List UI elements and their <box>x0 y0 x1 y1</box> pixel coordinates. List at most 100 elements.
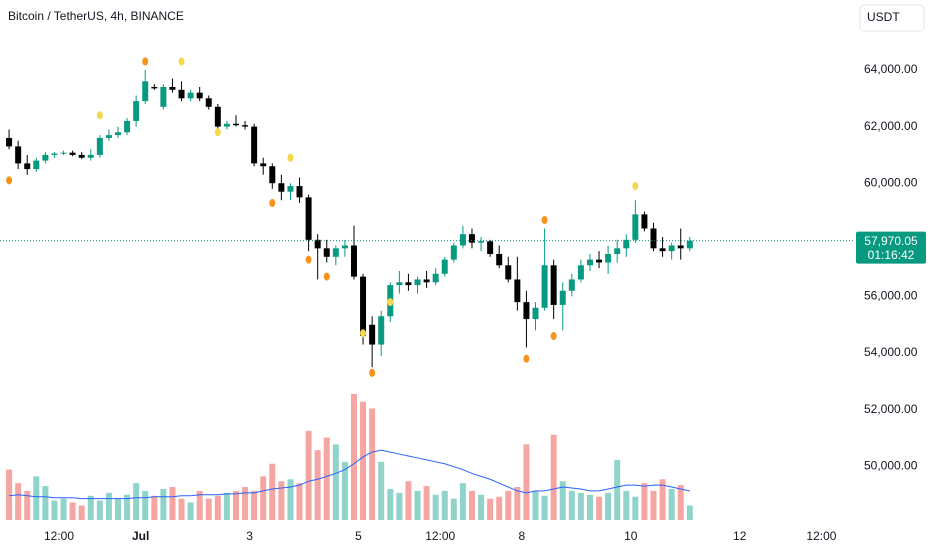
x-tick-label: 12:00 <box>806 529 836 543</box>
volume-bar <box>568 490 575 520</box>
candle-body <box>332 248 339 257</box>
candle-body <box>605 253 612 263</box>
y-tick-label: 52,000.00 <box>864 402 918 416</box>
signal-marker <box>360 329 367 338</box>
candle-body <box>242 125 249 127</box>
volume-bar <box>396 492 403 520</box>
volume-bar <box>114 498 121 520</box>
candle-body <box>78 154 85 158</box>
x-tick-label: 8 <box>519 529 526 543</box>
signal-marker <box>305 255 312 264</box>
candle-body <box>577 265 584 280</box>
volume-bar <box>332 444 339 520</box>
candle-body <box>51 153 58 155</box>
volume-bar <box>232 490 239 520</box>
volume-bar <box>641 483 648 520</box>
x-tick-label: 12:00 <box>44 529 74 543</box>
x-tick-label: 3 <box>246 529 253 543</box>
volume-bar <box>378 461 385 520</box>
candle-body <box>314 239 321 249</box>
volume-bar <box>514 487 521 520</box>
candle-body <box>623 239 630 249</box>
candle-body <box>423 279 430 283</box>
candle-body <box>142 81 149 102</box>
candle-body <box>178 89 185 99</box>
candle-body <box>568 279 575 291</box>
y-tick-label: 56,000.00 <box>864 289 918 303</box>
volume-bar <box>478 494 485 520</box>
candle-body <box>278 183 285 192</box>
volume-bar <box>441 490 448 520</box>
volume-bar <box>668 488 675 520</box>
x-tick-label: 12:00 <box>425 529 455 543</box>
volume-bar <box>677 485 684 520</box>
candle-body <box>160 86 167 107</box>
candle-body <box>196 92 203 99</box>
candle-body <box>532 307 539 320</box>
signal-marker <box>387 298 394 307</box>
volume-bar <box>559 481 566 520</box>
candle-body <box>223 123 230 127</box>
volume-bar <box>69 502 76 520</box>
x-tick-label: 10 <box>624 529 638 543</box>
y-tick-label: 60,000.00 <box>864 175 918 189</box>
volume-bar <box>251 490 258 520</box>
candle-body <box>686 240 693 249</box>
candle-body <box>15 146 22 164</box>
volume-bar <box>459 483 466 520</box>
signal-marker <box>6 176 13 185</box>
candle-body <box>151 86 158 89</box>
candle-body <box>214 106 221 127</box>
volume-bar <box>596 496 603 520</box>
volume-bar <box>223 492 230 520</box>
candle-body <box>6 137 13 147</box>
signal-marker <box>550 332 557 341</box>
currency-button[interactable] <box>859 4 925 32</box>
countdown-label: 01:16:42 <box>868 248 915 262</box>
candle-body <box>114 132 121 136</box>
currency-label[interactable]: USDT <box>867 10 900 24</box>
volume-bar <box>169 487 176 520</box>
volume-bar <box>487 498 494 520</box>
volume-bar <box>614 459 621 520</box>
volume-bar <box>105 492 112 520</box>
candle-body <box>96 137 103 155</box>
volume-bar <box>269 463 276 520</box>
candle-body <box>42 154 49 161</box>
volume-bar <box>541 495 548 520</box>
volume-bar <box>523 444 530 520</box>
volume-bar <box>387 488 394 520</box>
candle-body <box>541 265 548 308</box>
volume-bar <box>187 502 194 520</box>
volume-bar <box>24 490 31 520</box>
candle-body <box>360 276 367 337</box>
candle-body <box>468 234 475 243</box>
candle-body <box>405 282 412 286</box>
candle-body <box>459 234 466 246</box>
chart-title: Bitcoin / TetherUS, 4h, BINANCE <box>8 9 184 23</box>
candle-body <box>487 241 494 254</box>
candle-body <box>632 214 639 240</box>
candle-body <box>378 316 385 345</box>
candle-body <box>287 186 294 192</box>
candle-body <box>478 241 485 243</box>
candle-body <box>60 152 67 154</box>
candle-body <box>251 126 258 164</box>
signal-marker <box>214 128 221 137</box>
candle-body <box>641 214 648 229</box>
y-tick-label: 62,000.00 <box>864 119 918 133</box>
price-label: 57,970.05 <box>864 234 918 248</box>
candle-body <box>596 259 603 263</box>
candle-body <box>296 186 303 198</box>
volume-bar <box>151 495 158 520</box>
volume-bar <box>496 496 503 520</box>
volume-bar <box>124 494 131 520</box>
candle-body <box>514 279 521 303</box>
volume-bar <box>242 487 249 520</box>
candle-body <box>523 302 530 320</box>
volume-bar <box>505 490 512 520</box>
y-tick-label: 64,000.00 <box>864 62 918 76</box>
volume-bar <box>287 479 294 520</box>
candle-body <box>169 86 176 90</box>
volume-bar <box>586 494 593 520</box>
